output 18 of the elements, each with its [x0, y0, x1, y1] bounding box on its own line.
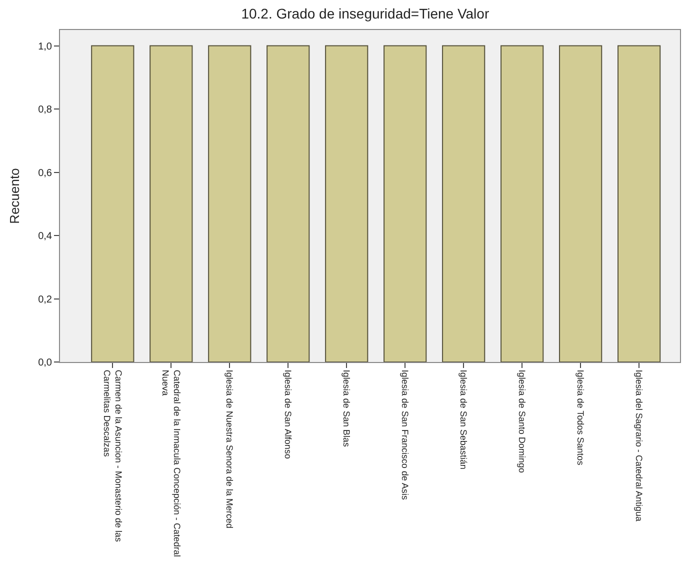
y-tick-label: 0,4: [38, 231, 52, 242]
y-tick-label: 0,6: [38, 168, 52, 179]
x-tick-label: Iglesia de Nuestra Senora de la Merced: [224, 370, 235, 528]
x-tick-label: Iglesia de San Alfonso: [283, 370, 294, 459]
x-tick-label: Carmen de la Asuncion - Monasterio de las Carmelitas Descalzas: [102, 370, 124, 542]
y-axis-title: Recuento: [7, 168, 22, 224]
y-tick-label: 0,0: [38, 358, 52, 368]
x-tick-label: Iglesia de Todos Santos: [576, 370, 586, 466]
x-tick-label: Iglesia de San Blas: [342, 370, 352, 448]
y-tick-label: 0,8: [38, 104, 52, 116]
y-tick-label: 0,2: [38, 294, 52, 306]
x-tick-label: Iglesia de Santo Domingo: [517, 370, 528, 473]
x-tick-label: Iglesia de San Francisco de Asis: [400, 370, 410, 500]
x-tick-label: Iglesia del Sagrario - Catedral Antigua: [634, 370, 644, 522]
x-tick-label: Catedral de la Inmacula Concepción - Catedral Nueva: [160, 370, 182, 557]
chart-title: 10.2. Grado de inseguridad=Tiene Valor: [241, 5, 490, 22]
y-tick-label: 1,0: [38, 41, 52, 52]
x-tick-label: Iglesia de San Sebastián: [458, 370, 469, 470]
